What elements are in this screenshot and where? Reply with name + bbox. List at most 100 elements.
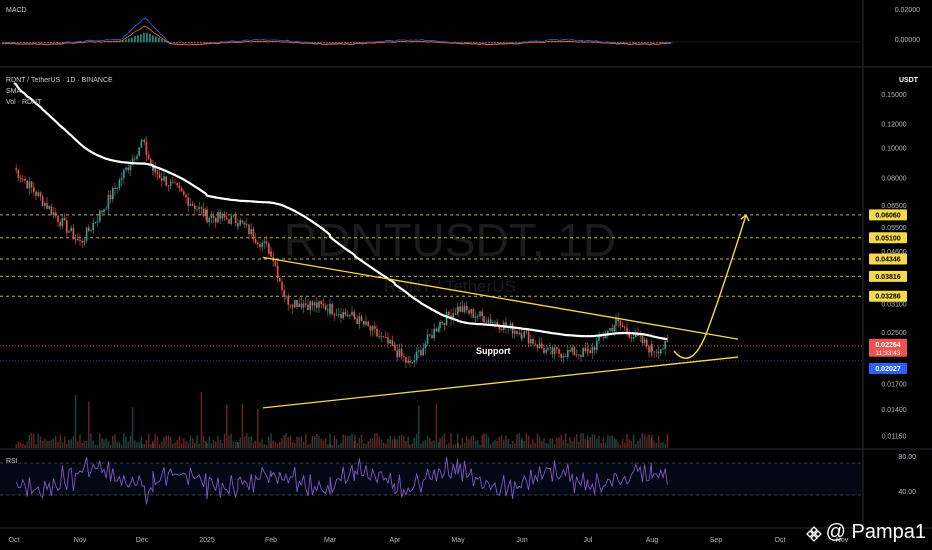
volume-bar xyxy=(521,438,523,448)
candle-body xyxy=(547,348,549,350)
volume-bar xyxy=(604,442,607,448)
volume-bar xyxy=(309,443,311,448)
volume-bar xyxy=(161,441,163,448)
volume-bar xyxy=(52,438,55,448)
volume-bar xyxy=(431,441,433,448)
candle-body xyxy=(154,165,156,173)
candle-body xyxy=(628,332,630,338)
volume-bar xyxy=(217,435,219,448)
macd-histogram-bar xyxy=(338,42,340,43)
volume-bar xyxy=(187,442,189,448)
candle-body xyxy=(534,343,536,345)
macd-histogram-bar xyxy=(23,42,25,44)
macd-histogram-bar xyxy=(173,42,175,43)
candle-body xyxy=(324,305,327,311)
y-tick-label-3: 0.08000 xyxy=(881,175,906,182)
volume-bar xyxy=(41,441,44,448)
macd-histogram-bar xyxy=(620,42,622,43)
candle-body xyxy=(48,206,50,209)
macd-histogram-bar xyxy=(2,42,4,43)
volume-bar xyxy=(609,435,611,448)
candle-body xyxy=(19,177,22,179)
candle-body xyxy=(498,324,501,330)
volume-bar xyxy=(212,439,215,448)
candle-body xyxy=(309,301,311,311)
macd-histogram-bar xyxy=(671,42,673,43)
volume-bar xyxy=(107,441,110,448)
macd-histogram-bar xyxy=(155,36,157,43)
candle-body xyxy=(63,217,66,221)
volume-bar xyxy=(88,401,90,448)
volume-bar xyxy=(118,442,121,448)
candle-body xyxy=(582,347,584,357)
candle-body xyxy=(163,176,165,181)
projection-path xyxy=(673,214,747,359)
candle-body xyxy=(635,332,637,338)
volume-group xyxy=(15,392,669,448)
y-tick-label-7: 0.03100 xyxy=(881,301,906,308)
macd-histogram-bar xyxy=(626,42,628,43)
macd-histogram-bar xyxy=(629,42,631,44)
candle-body xyxy=(206,209,208,223)
candle-body xyxy=(147,155,150,160)
x-tick-label-2: Dec xyxy=(136,537,149,544)
volume-bar xyxy=(378,436,380,448)
volume-bar xyxy=(257,408,259,448)
volume-bar xyxy=(536,433,539,448)
candle-body xyxy=(205,209,207,217)
macd-histogram-bar xyxy=(497,42,499,44)
volume-bar xyxy=(580,433,582,448)
volume-bar xyxy=(26,441,28,448)
volume-bar xyxy=(591,434,594,448)
candle-body xyxy=(409,360,411,363)
volume-bar xyxy=(635,443,637,448)
candle-body xyxy=(567,350,569,358)
volume-bar xyxy=(94,444,97,448)
volume-bar xyxy=(327,444,329,448)
volume-bar xyxy=(511,440,514,448)
volume-bar xyxy=(534,443,536,448)
trendline-0 xyxy=(262,256,739,340)
volume-bar xyxy=(99,433,101,448)
candle-body xyxy=(518,332,520,334)
volume-bar xyxy=(226,404,228,448)
volume-bar xyxy=(641,433,644,448)
volume-bar xyxy=(351,433,353,448)
candle-body xyxy=(387,337,389,344)
candle-body xyxy=(167,185,170,187)
candle-body xyxy=(138,147,140,156)
volume-bar xyxy=(59,434,61,448)
volume-bar xyxy=(90,433,92,448)
macd-histogram-bar xyxy=(326,42,328,44)
candle-body xyxy=(241,220,244,223)
macd-histogram-bar xyxy=(464,42,466,43)
macd-histogram-bar xyxy=(656,42,658,44)
candle-body xyxy=(327,309,329,311)
macd-histogram-bar xyxy=(335,42,337,43)
volume-bar xyxy=(205,440,207,448)
candle-body xyxy=(268,243,270,254)
volume-bar xyxy=(259,442,261,448)
macd-histogram-bar xyxy=(341,42,343,43)
candle-body xyxy=(74,239,77,240)
volume-bar xyxy=(398,435,401,448)
candle-body xyxy=(200,207,203,209)
macd-histogram-bar xyxy=(32,42,34,43)
volume-bar xyxy=(219,439,221,448)
candle-body xyxy=(232,215,235,217)
candle-body xyxy=(415,351,418,360)
volume-bar xyxy=(77,441,79,448)
volume-bar xyxy=(367,441,369,448)
macd-histogram-bar xyxy=(347,42,349,43)
volume-bar xyxy=(316,433,318,448)
volume-bar xyxy=(291,442,294,448)
candle-body xyxy=(394,345,396,351)
volume-bar xyxy=(598,435,600,448)
y-tick-label-9: 0.01700 xyxy=(881,381,906,388)
macd-tick-high: 0.02000 xyxy=(894,7,920,14)
candle-body xyxy=(50,206,53,215)
macd-histogram-bar xyxy=(146,32,148,43)
volume-bar xyxy=(407,436,409,448)
candle-body xyxy=(79,239,81,242)
